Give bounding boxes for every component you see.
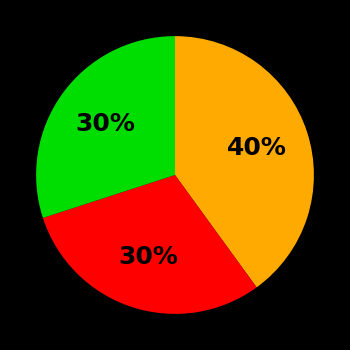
Wedge shape — [43, 175, 257, 314]
Text: 30%: 30% — [75, 112, 135, 136]
Text: 40%: 40% — [227, 136, 287, 160]
Text: 30%: 30% — [118, 245, 178, 269]
Wedge shape — [175, 36, 314, 287]
Wedge shape — [36, 36, 175, 218]
